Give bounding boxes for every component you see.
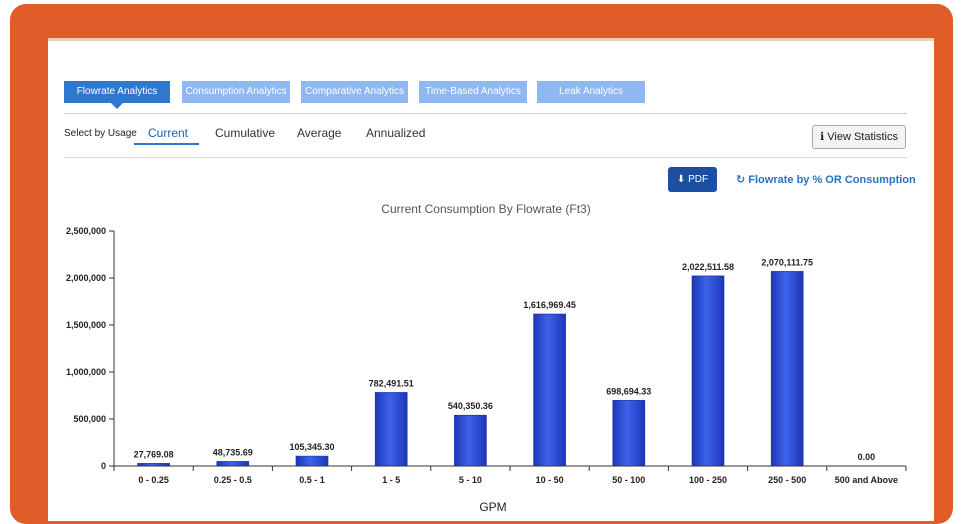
bar-8	[770, 271, 804, 467]
data-label: 27,769.08	[134, 449, 174, 459]
bars: 27,769.08 48,735.69 105,345.30 782,491.51 54…	[134, 257, 876, 467]
y-tick-label: 0	[101, 461, 106, 471]
bar-5	[533, 313, 566, 467]
info-icon: ℹ	[820, 131, 825, 143]
y-tick-label: 1,000,000	[66, 367, 106, 377]
x-tick-label: 1 - 5	[382, 475, 400, 485]
tab-consumption-analytics[interactable]: Consumption Analytics	[182, 81, 290, 103]
x-tick-label: 0.25 - 0.5	[214, 475, 252, 485]
chart-title: Current Consumption By Flowrate (Ft3)	[381, 202, 590, 216]
x-tick-label: 0.5 - 1	[299, 475, 325, 485]
y-tick-label: 2,000,000	[66, 273, 106, 283]
tabs-divider	[64, 113, 907, 114]
bar-6	[612, 400, 646, 467]
x-tick-label: 250 - 500	[768, 475, 806, 485]
bar-3	[374, 392, 408, 467]
x-axis-label: GPM	[479, 500, 506, 514]
x-tick-label: 10 - 50	[536, 475, 564, 485]
data-label: 782,491.51	[369, 378, 414, 388]
consumption-chart: Current Consumption By Flowrate (Ft3) 0 5…	[66, 202, 907, 514]
tab-leak-analytics[interactable]: Leak Analytics	[537, 81, 645, 103]
bar-2	[295, 455, 329, 467]
data-label: 0.00	[858, 452, 876, 462]
view-statistics-label: View Statistics	[827, 131, 898, 143]
pdf-button[interactable]: ⬇ PDF	[668, 167, 717, 192]
usage-tab-cumulative[interactable]: Cumulative	[215, 126, 276, 140]
usage-tab-annualized[interactable]: Annualized	[366, 126, 426, 140]
x-tick-label: 100 - 250	[689, 475, 727, 485]
toggle-mode-link[interactable]: ↻ Flowrate by % OR Consumption	[736, 173, 916, 186]
data-label: 540,350.36	[448, 401, 493, 411]
y-tick-label: 1,500,000	[66, 320, 106, 330]
toggle-mode-label: Flowrate by % OR Consumption	[748, 174, 916, 186]
usage-label: Select by Usage	[64, 128, 137, 139]
x-tick-label: 5 - 10	[459, 475, 482, 485]
usage-tab-current[interactable]: Current	[148, 126, 189, 140]
tab-flowrate-analytics[interactable]: Flowrate Analytics	[64, 81, 170, 109]
bar-7	[691, 275, 725, 467]
data-label: 1,616,969.45	[523, 300, 576, 310]
download-icon: ⬇	[676, 174, 686, 185]
bar-1	[216, 461, 250, 467]
usage-divider	[64, 157, 907, 158]
data-label: 48,735.69	[213, 447, 253, 457]
x-tick-label: 500 and Above	[835, 475, 898, 485]
x-tick-label: 0 - 0.25	[138, 475, 169, 485]
y-axis: 0 500,000 1,000,000 1,500,000 2,000,000 2,500…	[66, 226, 115, 471]
app-frame: Flowrate Analytics Consumption Analytics…	[10, 4, 953, 524]
data-label: 105,345.30	[289, 442, 334, 452]
x-tick-label: 50 - 100	[612, 475, 645, 485]
usage-selected-indicator	[134, 143, 199, 145]
data-label: 2,070,111.75	[761, 257, 813, 267]
data-label: 2,022,511.58	[682, 262, 734, 272]
y-tick-label: 500,000	[73, 414, 106, 424]
bar-4	[454, 414, 487, 467]
y-tick-label: 2,500,000	[66, 226, 106, 236]
view-statistics-button[interactable]: ℹ View Statistics	[812, 125, 906, 149]
main-panel: Flowrate Analytics Consumption Analytics…	[48, 38, 934, 521]
usage-tab-average[interactable]: Average	[297, 126, 342, 140]
x-axis: 0 - 0.25 0.25 - 0.5 0.5 - 1 1 - 5 5 - 10 10 -…	[113, 465, 907, 485]
data-label: 698,694.33	[606, 386, 651, 396]
tab-time-based-analytics[interactable]: Time-Based Analytics	[419, 81, 527, 103]
pdf-label: PDF	[688, 174, 709, 185]
refresh-icon: ↻	[736, 174, 746, 186]
tab-comparative-analytics[interactable]: Comparative Analytics	[301, 81, 408, 103]
